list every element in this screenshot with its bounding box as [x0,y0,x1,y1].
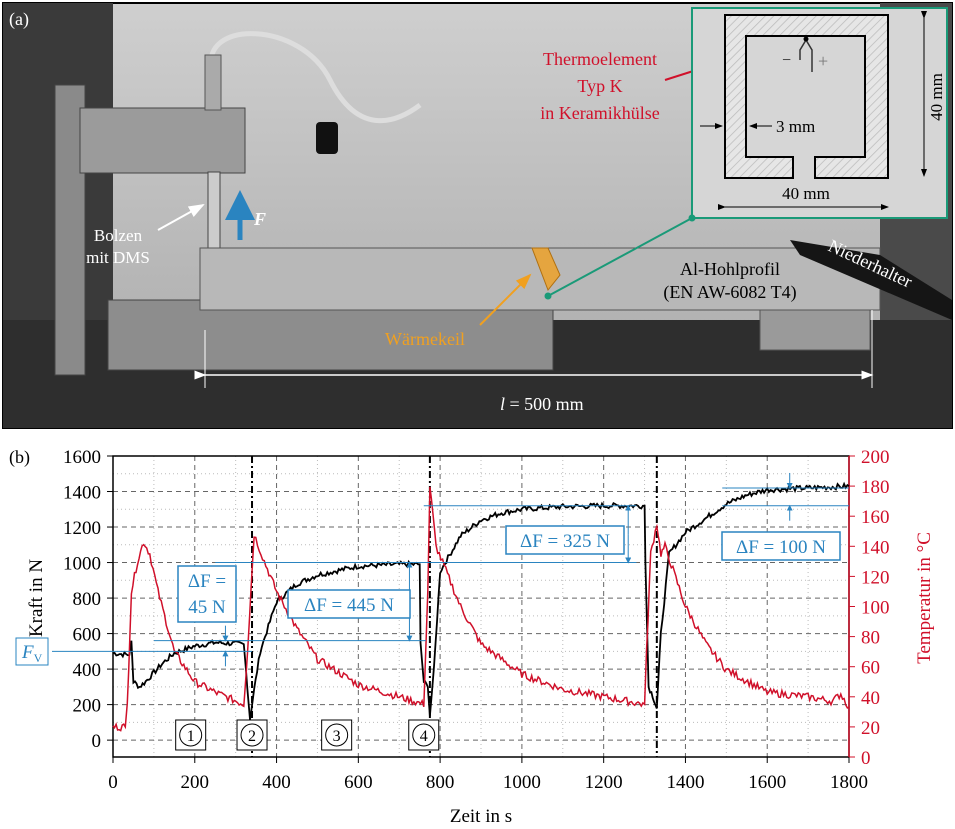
y-right-tick-label: 60 [861,658,880,679]
delta-f-label: ΔF = 325 N [520,531,610,552]
y-tick-label: 200 [73,696,102,717]
wall-thickness-label: 3 mm [776,117,815,136]
y-axis-label: Kraft in N [26,559,47,637]
x-tick-label: 1600 [748,772,786,793]
x-tick-label: 0 [108,772,118,793]
fv-box [15,637,49,666]
y-right-tick-label: 20 [861,718,880,739]
y-axis-right-label: Temperatur in °C [914,532,935,664]
x-tick-label: 200 [181,772,210,793]
y-right-tick-label: 140 [861,537,890,558]
delta-f-label: ΔF = 100 N [736,537,826,558]
y-right-tick-label: 40 [861,688,880,709]
phase-circle [240,723,264,747]
panel-a-label: (a) [9,9,29,30]
x-tick-label: 1000 [503,772,541,793]
series-temperatur [112,486,850,732]
phase-box [321,719,353,751]
annotations: FV ΔF = 45 N ΔF = 445 N ΔF = 325 N ΔF = 100 N [15,472,849,667]
phase-label: 1 [187,728,195,745]
y-tick-label: 1200 [63,518,101,539]
heat-wedge [531,247,561,291]
phase-circle [325,723,349,747]
x-tick-label: 600 [344,772,373,793]
clamp [790,240,952,320]
y-right-tick-label: 100 [861,598,890,619]
y-right-tick-label: 160 [861,507,890,528]
x-tick-label: 1200 [585,772,623,793]
y-tick-label: 400 [73,660,102,681]
phase-label: 2 [248,728,256,745]
ticks: 0 200 400 600 800 1000 1200 1400 1600 18000200400… [63,447,890,793]
height-label: 40 mm [927,73,946,121]
phase-circle [179,723,203,747]
length-label: l = 500 mm [500,394,584,414]
delta-f-box [177,565,237,623]
thermo-label-3: in Keramikhülse [540,103,659,123]
y-tick-label: 1600 [63,447,101,468]
y-right-tick-label: 200 [861,447,890,468]
phase-box [408,719,440,751]
phase-box [236,719,268,751]
delta-f-label: 45 N [188,597,226,618]
y-tick-label: 600 [73,625,102,646]
y-tick-label: 0 [92,731,102,752]
thermo-label-1: Thermoelement [543,49,657,69]
profile-label-1: Al-Hohlprofil [680,259,780,279]
bolt [207,171,221,251]
y-right-tick-label: 0 [861,748,871,769]
y-tick-label: 1400 [63,483,101,504]
y-tick-label: 800 [73,589,102,610]
phase-circle [412,723,436,747]
plus-sign: + [818,51,828,71]
phase-label: 4 [420,728,428,745]
series: 1 2 3 4 [112,456,850,757]
delta-f-box [505,525,625,555]
delta-f-box [287,589,411,619]
phase-box [175,719,207,751]
top-block [79,107,246,174]
y-right-tick-label: 80 [861,628,880,649]
phase-label: 3 [333,728,341,745]
photo-panel: (a) Bolzen mit DMS F Thermoelement Typ K… [2,2,953,429]
x-tick-label: 400 [262,772,291,793]
delta-f-label: ΔF = [188,571,226,592]
y-right-tick-label: 180 [861,477,890,498]
fv-label: FV [21,642,43,665]
y-right-tick-label: 120 [861,567,890,588]
y-tick-label: 1000 [63,554,101,575]
heat-wedge-label: Wärmekeil [385,329,465,349]
x-tick-label: 1400 [666,772,704,793]
x-axis-label: Zeit in s [450,806,512,827]
cable [208,31,422,124]
delta-f-label: ΔF = 445 N [304,595,394,616]
delta-f-box [721,531,841,561]
thermo-label-2: Typ K [577,76,622,96]
bolt-label-1: Bolzen [94,226,143,245]
base-block [107,299,554,371]
x-tick-label: 1800 [830,772,868,793]
force-symbol: F [253,209,266,229]
cross-section-inset: − + 3 mm 40 mm 40 mm [691,7,948,219]
minus-sign: − [782,52,791,69]
x-tick-label: 800 [426,772,455,793]
chart: (b) 0 200 400 600 800 1000 1200 1400 1600 1800020… [9,447,935,827]
width-label: 40 mm [782,184,830,203]
bolt-label-2: mit DMS [86,248,150,267]
profile-label-2: (EN AW-6082 T4) [663,282,796,303]
panel-b-label: (b) [9,447,30,468]
